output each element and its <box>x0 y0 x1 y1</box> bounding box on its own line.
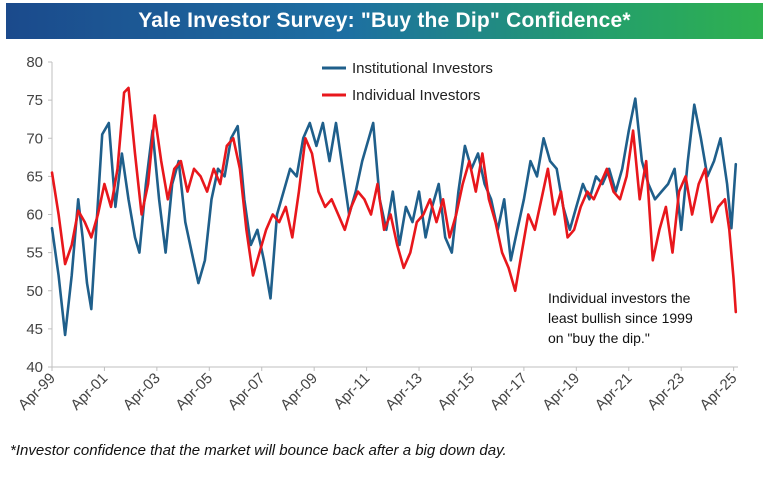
y-tick-label: 40 <box>26 359 43 376</box>
x-tick-label: Apr-09 <box>277 370 321 414</box>
x-tick-label: Apr-17 <box>487 370 531 414</box>
x-tick-label: Apr-21 <box>592 370 636 414</box>
x-tick-label: Apr-25 <box>697 370 741 414</box>
y-tick-label: 55 <box>26 245 43 262</box>
legend-label: Institutional Investors <box>352 60 493 77</box>
annotation-text-line: least bullish since 1999 <box>548 310 693 326</box>
legend-label: Individual Investors <box>352 87 480 104</box>
y-tick-label: 80 <box>26 54 43 71</box>
y-tick-label: 65 <box>26 168 43 185</box>
individual-series-line <box>50 86 738 314</box>
chart-title: Yale Investor Survey: "Buy the Dip" Conf… <box>138 9 631 32</box>
y-tick-label: 50 <box>26 283 43 300</box>
institutional-series-line <box>50 97 738 337</box>
x-tick-label: Apr-13 <box>382 370 426 414</box>
title-bar: Yale Investor Survey: "Buy the Dip" Conf… <box>6 3 763 39</box>
y-tick-label: 60 <box>26 207 43 224</box>
x-tick-label: Apr-11 <box>330 370 373 413</box>
series-group <box>50 86 738 337</box>
x-tick-label: Apr-15 <box>434 370 478 414</box>
y-tick-label: 45 <box>26 321 43 338</box>
x-tick-label: Apr-19 <box>539 370 583 414</box>
annotation-text-line: Individual investors the <box>548 290 691 306</box>
x-tick-label: Apr-07 <box>225 370 269 414</box>
footnote: *Investor confidence that the market wil… <box>10 442 507 459</box>
annotation-text-line: on "buy the dip." <box>548 330 650 346</box>
y-tick-label: 75 <box>26 92 43 109</box>
x-tick-label: Apr-03 <box>120 370 164 414</box>
annotation-group: Individual investors the least bullish si… <box>548 290 693 346</box>
y-tick-label: 70 <box>26 130 43 147</box>
x-tick-label: Apr-01 <box>67 370 111 414</box>
x-tick-label: Apr-23 <box>644 370 688 414</box>
x-tick-label: Apr-99 <box>15 370 59 414</box>
legend: Institutional Investors Individual Invest… <box>322 60 493 104</box>
x-tick-label: Apr-05 <box>172 370 216 414</box>
